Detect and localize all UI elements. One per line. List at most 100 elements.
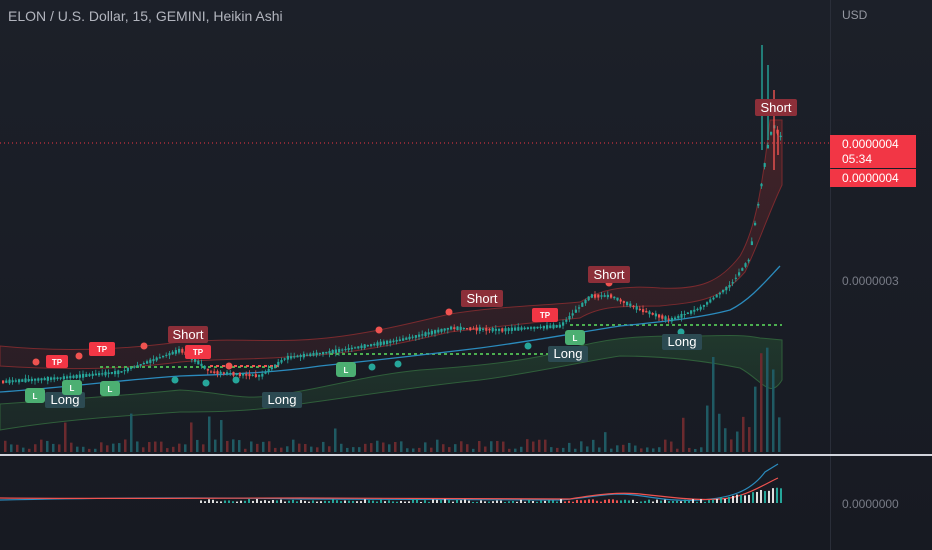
histogram-bar xyxy=(288,500,290,503)
candle-body xyxy=(667,318,670,320)
volume-bar xyxy=(112,443,115,452)
signal-long-1[interactable]: Long xyxy=(45,392,85,408)
histogram-bar xyxy=(260,500,262,503)
signal-long-2[interactable]: Long xyxy=(262,392,302,408)
candle-body xyxy=(120,371,123,373)
candle-body xyxy=(267,368,270,373)
candle-body xyxy=(309,353,312,356)
candle-body xyxy=(629,303,632,307)
volume-bar xyxy=(16,444,19,452)
l-badge[interactable]: L xyxy=(100,381,120,396)
tp-badge[interactable]: TP xyxy=(89,342,115,356)
volume-bar xyxy=(406,448,409,452)
tp-badge[interactable]: TP xyxy=(532,308,558,322)
tp-badge[interactable]: TP xyxy=(185,345,211,359)
volume-bar xyxy=(436,439,439,452)
volume-bar xyxy=(628,442,631,452)
upper-band xyxy=(0,119,783,370)
candle-body xyxy=(146,361,149,364)
histogram-bar xyxy=(352,500,354,503)
signal-dot xyxy=(225,362,233,370)
tp-label: TP xyxy=(193,348,204,357)
indicator-histogram xyxy=(200,487,782,503)
volume-bar xyxy=(538,439,541,452)
candle-body xyxy=(91,373,94,376)
volume-bar xyxy=(40,439,43,452)
candle-body xyxy=(635,306,638,310)
candle-body xyxy=(40,378,43,381)
candle-body xyxy=(104,371,107,376)
histogram-bar xyxy=(700,499,702,503)
candle-body xyxy=(565,319,568,322)
candle-body xyxy=(754,222,757,226)
candle-body xyxy=(280,360,283,363)
volume-bar xyxy=(508,448,511,452)
histogram-bar xyxy=(620,500,622,503)
volume-bar xyxy=(34,444,37,452)
candle-body xyxy=(181,349,184,353)
candle-body xyxy=(126,367,129,372)
l-badge[interactable]: L xyxy=(336,362,356,377)
tp-badge[interactable]: TP xyxy=(46,355,68,368)
l-badge[interactable]: L xyxy=(565,330,585,345)
l-badge[interactable]: L xyxy=(25,388,45,403)
candle-body xyxy=(322,351,325,355)
candle-body xyxy=(155,357,158,361)
signal-short-4[interactable]: Short xyxy=(755,99,797,116)
signal-short-1[interactable]: Short xyxy=(168,326,208,343)
histogram-bar xyxy=(564,501,566,503)
symbol-title[interactable]: ELON / U.S. Dollar, 15, GEMINI, Heikin A… xyxy=(8,8,283,24)
candle-body xyxy=(357,346,360,349)
candle-body xyxy=(222,372,225,374)
volume-bar xyxy=(610,448,613,452)
candle-body xyxy=(469,327,472,331)
histogram-bar xyxy=(648,499,650,503)
candle-body xyxy=(494,328,497,331)
volume-bar xyxy=(442,444,445,452)
volume-bar xyxy=(22,447,25,452)
volume-bar xyxy=(634,445,637,452)
candle-body xyxy=(558,324,561,328)
histogram-bar xyxy=(228,500,230,503)
candle-body xyxy=(62,376,65,380)
volume-bar xyxy=(310,446,313,452)
candle-body xyxy=(424,332,427,337)
candle-body xyxy=(152,359,155,362)
candle-body xyxy=(446,327,449,330)
candle-body xyxy=(706,302,709,305)
l-badge[interactable]: L xyxy=(62,380,82,395)
signal-short-3[interactable]: Short xyxy=(588,266,630,283)
pane-divider[interactable] xyxy=(0,454,932,456)
candle-body xyxy=(363,344,366,349)
candle-body xyxy=(216,371,219,374)
histogram-bar xyxy=(584,500,586,503)
volume-bar xyxy=(544,439,547,452)
volume-bar xyxy=(316,447,319,452)
histogram-bar xyxy=(312,500,314,503)
candle-body xyxy=(421,334,424,336)
volume-bar xyxy=(604,432,607,452)
candle-body xyxy=(296,355,299,358)
candle-body xyxy=(168,353,171,356)
histogram-bar xyxy=(496,500,498,503)
volume-bar xyxy=(418,447,421,452)
histogram-bar xyxy=(688,500,690,503)
histogram-bar xyxy=(472,501,474,503)
candle-body xyxy=(696,308,699,311)
histogram-bar xyxy=(748,494,750,503)
candle-body xyxy=(206,368,209,371)
volume-bar xyxy=(82,446,85,452)
signal-long-3[interactable]: Long xyxy=(548,346,588,362)
histogram-bar xyxy=(252,500,254,503)
histogram-bar xyxy=(304,500,306,503)
signal-long-4[interactable]: Long xyxy=(662,334,702,350)
signal-dot xyxy=(32,358,40,366)
signal-short-2[interactable]: Short xyxy=(461,290,503,307)
candle-body xyxy=(619,299,622,302)
candle-body xyxy=(165,354,168,356)
candle-body xyxy=(478,327,481,331)
candle-body xyxy=(501,328,504,332)
histogram-bar xyxy=(580,500,582,503)
histogram-bar xyxy=(724,498,726,503)
